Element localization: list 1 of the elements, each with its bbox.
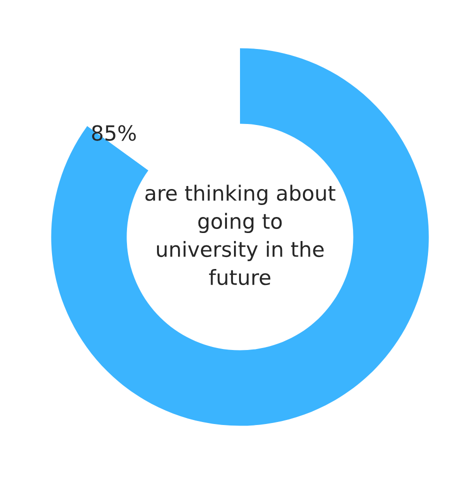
- text: are thinking about going to university in the future: [145, 184, 336, 286]
